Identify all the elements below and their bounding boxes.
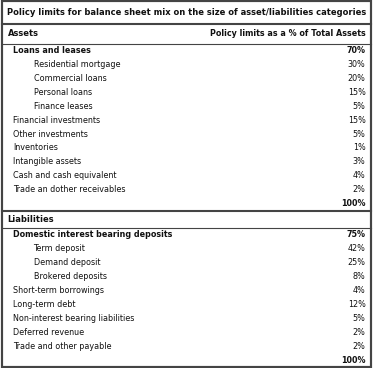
Text: Residential mortgage: Residential mortgage	[34, 60, 120, 69]
Text: 3%: 3%	[353, 158, 366, 166]
Text: Loans and leases: Loans and leases	[13, 46, 91, 55]
Text: 8%: 8%	[353, 272, 366, 281]
Text: Domestic interest bearing deposits: Domestic interest bearing deposits	[13, 230, 172, 240]
Text: Personal loans: Personal loans	[34, 88, 92, 97]
Text: 2%: 2%	[352, 342, 366, 351]
Text: Policy limits for balance sheet mix on the size of asset/liabilities categories: Policy limits for balance sheet mix on t…	[7, 8, 367, 17]
Text: Assets: Assets	[7, 29, 38, 39]
Text: Other investments: Other investments	[13, 130, 88, 138]
Text: 2%: 2%	[352, 185, 366, 194]
Text: 100%: 100%	[341, 356, 366, 365]
Text: 15%: 15%	[348, 116, 366, 125]
Text: Inventories: Inventories	[13, 144, 58, 152]
Text: 5%: 5%	[352, 130, 366, 138]
Text: Financial investments: Financial investments	[13, 116, 100, 125]
Text: 1%: 1%	[353, 144, 366, 152]
Text: Deferred revenue: Deferred revenue	[13, 328, 84, 337]
Text: 100%: 100%	[341, 199, 366, 208]
Text: Liabilities: Liabilities	[7, 215, 54, 224]
Text: Term deposit: Term deposit	[34, 244, 85, 254]
Text: Policy limits as a % of Total Assets: Policy limits as a % of Total Assets	[210, 29, 366, 39]
Text: Short-term borrowings: Short-term borrowings	[13, 286, 104, 295]
Text: Non-interest bearing liabilities: Non-interest bearing liabilities	[13, 314, 134, 323]
Text: 30%: 30%	[348, 60, 366, 69]
Text: Brokered deposits: Brokered deposits	[34, 272, 107, 281]
Text: 5%: 5%	[352, 314, 366, 323]
Text: 70%: 70%	[347, 46, 366, 55]
Text: 2%: 2%	[352, 328, 366, 337]
Text: 4%: 4%	[353, 171, 366, 180]
Text: Commercial loans: Commercial loans	[34, 74, 106, 83]
Text: 5%: 5%	[352, 102, 366, 111]
Text: Demand deposit: Demand deposit	[34, 258, 100, 267]
Text: Trade an dother receivables: Trade an dother receivables	[13, 185, 126, 194]
Text: 12%: 12%	[348, 300, 366, 309]
Text: Long-term debt: Long-term debt	[13, 300, 76, 309]
Text: 75%: 75%	[347, 230, 366, 240]
Text: Cash and cash equivalent: Cash and cash equivalent	[13, 171, 116, 180]
Text: Finance leases: Finance leases	[34, 102, 92, 111]
Text: 20%: 20%	[348, 74, 366, 83]
Text: Intangible assets: Intangible assets	[13, 158, 81, 166]
Text: 15%: 15%	[348, 88, 366, 97]
Text: 42%: 42%	[348, 244, 366, 254]
Text: Trade and other payable: Trade and other payable	[13, 342, 112, 351]
Text: 25%: 25%	[348, 258, 366, 267]
Text: 4%: 4%	[353, 286, 366, 295]
